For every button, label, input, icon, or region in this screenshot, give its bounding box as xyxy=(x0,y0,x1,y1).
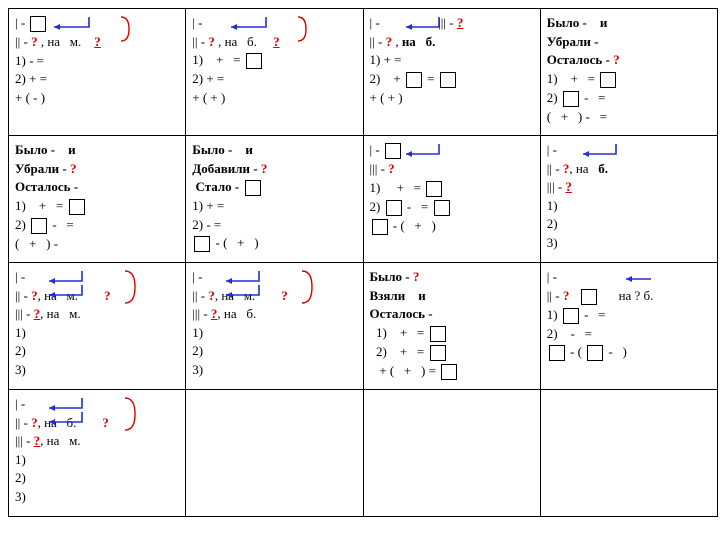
q-side: ? xyxy=(94,34,101,49)
blank-box xyxy=(30,16,46,32)
bar-2: || xyxy=(15,34,20,49)
q-mark: ? xyxy=(31,34,38,49)
cell-r4c1: | - || - ?, на б. ? ||| - ?, на м. 1) 2)… xyxy=(9,390,186,517)
cell-r1c4: Было - и Убрали - Осталось - ? 1) + = 2)… xyxy=(540,9,717,136)
step: 1) - = xyxy=(15,52,179,70)
cell-r3c2: | - || - ?, на м. ? ||| - ?, на б. 1) 2)… xyxy=(186,263,363,390)
cell-r2c3: | - ||| - ? 1) + = 2) - = - ( + ) xyxy=(363,136,540,263)
cell-r2c4: | - || - ?, на б. ||| - ? 1) 2) 3) xyxy=(540,136,717,263)
cell-r3c3: Было - ? Взяли и Осталось - 1) + = 2) + … xyxy=(363,263,540,390)
cell-r4c2 xyxy=(186,390,363,517)
cell-r4c3 xyxy=(363,390,540,517)
cell-r1c3: | - ||| - ? || - ? , на б. 1) + = 2) + =… xyxy=(363,9,540,136)
cell-r2c1: Было - и Убрали - ? Осталось - 1) + = 2)… xyxy=(9,136,186,263)
cell-r1c2: | - || - ? , на б. ? 1) + = 2) + = + ( +… xyxy=(186,9,363,136)
cell-r1c1: | - || - ? , на м. ? 1) - = 2) + = + ( -… xyxy=(9,9,186,136)
cell-r3c4: | - || - ? на ? б. 1) - = 2) - = - ( - ) xyxy=(540,263,717,390)
bar-1: | xyxy=(15,15,18,30)
cell-r3c1: | - || - ?, на м. ? ||| - ?, на м. 1) 2)… xyxy=(9,263,186,390)
worksheet-grid: | - || - ? , на м. ? 1) - = 2) + = + ( -… xyxy=(8,8,718,517)
cell-r2c2: Было - и Добавили - ? Стало - 1) + = 2) … xyxy=(186,136,363,263)
cell-r4c4 xyxy=(540,390,717,517)
